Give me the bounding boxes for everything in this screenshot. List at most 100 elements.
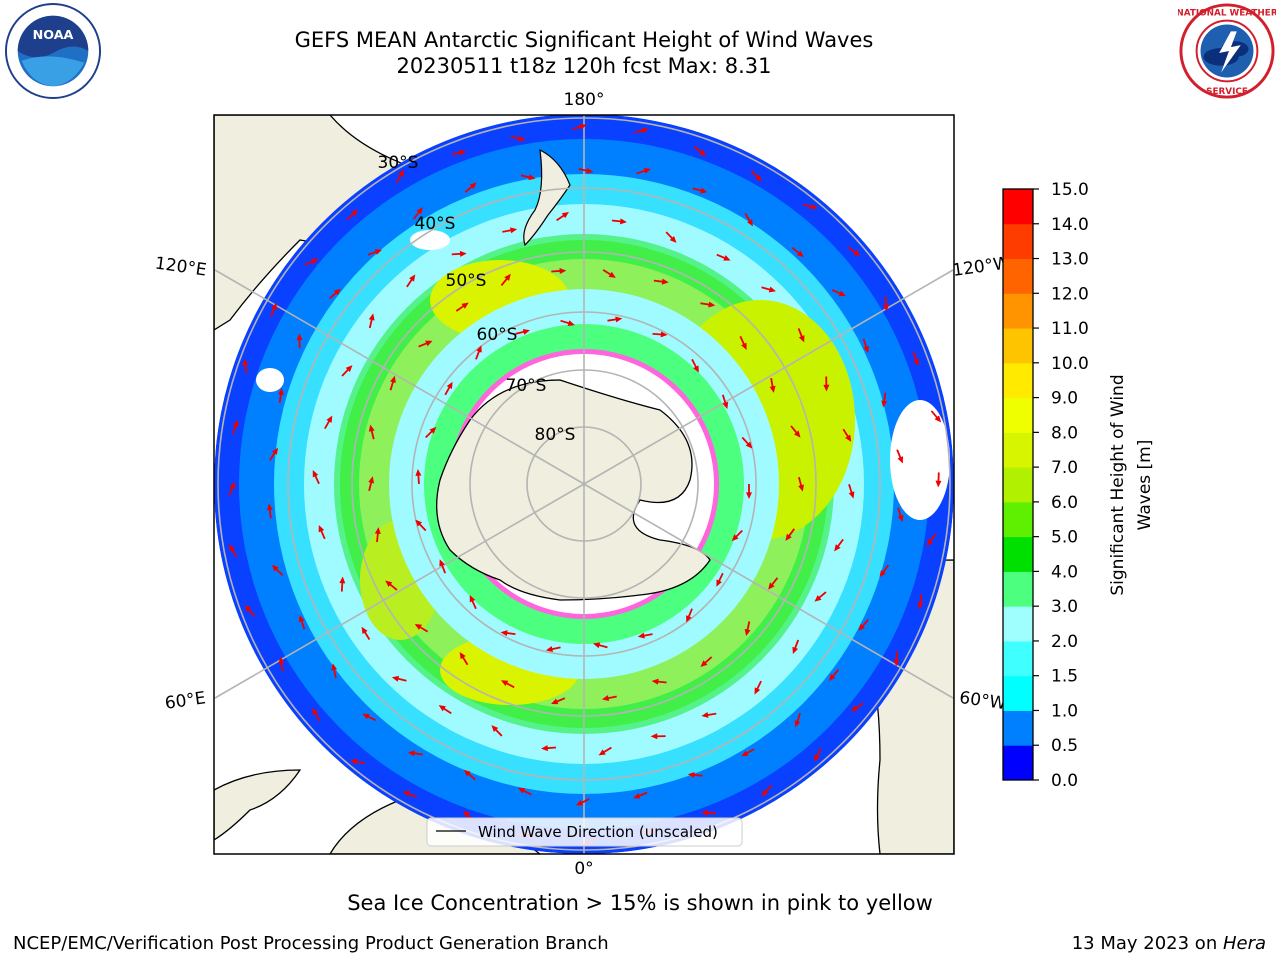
wave-direction-arrow <box>917 594 924 610</box>
colorbar-segment <box>1003 640 1033 677</box>
colorbar-segment <box>1003 293 1033 329</box>
wave-direction-arrow <box>455 302 469 312</box>
map-legend: Wind Wave Direction (unscaled) <box>426 817 743 847</box>
colorbar-segment <box>1003 223 1033 260</box>
wave-direction-arrow <box>598 746 612 756</box>
wave-direction-arrow <box>897 507 904 523</box>
wave-direction-arrow <box>794 712 801 728</box>
wave-direction-arrow <box>556 211 569 222</box>
wave-direction-arrow <box>439 559 447 574</box>
wave-direction-arrow <box>686 608 693 623</box>
colorbar-tick-label: 8.0 <box>1051 423 1078 443</box>
wave-direction-arrow <box>592 642 608 649</box>
colorbar <box>1003 189 1033 781</box>
wave-direction-arrow <box>761 784 773 797</box>
wave-direction-arrow <box>510 135 526 142</box>
wave-direction-arrow <box>414 623 429 633</box>
wave-direction-arrow <box>926 533 937 547</box>
wave-direction-arrow <box>716 253 731 261</box>
wave-direction-arrow <box>611 218 627 225</box>
wave-direction-arrow <box>790 425 801 438</box>
wave-direction-arrow <box>791 246 804 258</box>
wave-direction-arrow <box>402 791 417 798</box>
wave-direction-arrow <box>842 428 852 442</box>
colorbar-tick-label: 11.0 <box>1051 319 1089 339</box>
wave-direction-arrow <box>425 426 437 439</box>
wave-direction-arrow <box>266 503 273 519</box>
wave-direction-arrow <box>692 187 708 194</box>
wave-direction-arrow <box>520 174 536 181</box>
colorbar-label-line2: Waves [m] <box>1135 440 1155 531</box>
colorbar-tick-label: 0.0 <box>1051 771 1078 791</box>
wave-direction-arrow <box>277 388 284 404</box>
wave-direction-arrow <box>385 580 398 591</box>
wave-direction-arrow <box>761 286 776 293</box>
colorbar-segment <box>1003 397 1033 433</box>
wave-direction-arrow <box>834 538 844 552</box>
wave-direction-arrow <box>850 702 864 712</box>
wave-direction-arrow <box>792 639 800 655</box>
wave-direction-arrow <box>665 231 677 243</box>
wave-direction-arrow <box>828 669 840 682</box>
wave-direction-arrow <box>415 519 427 532</box>
wave-direction-arrow <box>651 678 667 685</box>
madagascar-land <box>214 769 302 841</box>
wave-direction-arrow <box>451 149 467 156</box>
wave-direction-arrow <box>304 258 319 266</box>
wave-direction-arrow <box>687 771 703 778</box>
wave-direction-arrow <box>883 296 890 312</box>
wave-direction-arrow <box>912 351 919 366</box>
wave-direction-arrow <box>368 313 375 329</box>
colorbar-tick-label: 0.5 <box>1051 736 1078 756</box>
colorbar-tick-label: 9.0 <box>1051 389 1078 409</box>
wave-direction-arrow <box>367 249 383 256</box>
wave-direction-arrow <box>739 336 747 351</box>
lon-label-120e: 120°E <box>154 254 208 281</box>
wave-direction-arrow <box>228 481 236 496</box>
colorbar-segment <box>1003 362 1033 399</box>
wave-direction-arrow <box>831 289 846 297</box>
wave-direction-arrow <box>459 651 469 666</box>
colorbar-segment <box>1003 606 1033 642</box>
wave-direction-arrow <box>750 170 762 182</box>
wave-direction-arrow <box>407 750 423 757</box>
colorbar-tick-label: 2.0 <box>1051 632 1078 652</box>
colorbar-segment <box>1003 258 1033 294</box>
wave-direction-arrow <box>438 705 452 715</box>
wave-direction-arrow <box>270 302 277 317</box>
colorbar-tick-label: 3.0 <box>1051 597 1078 617</box>
wave-direction-arrow <box>541 745 557 752</box>
wave-direction-arrow <box>469 595 477 610</box>
wave-direction-arrow <box>517 787 532 796</box>
wave-direction-arrow <box>785 528 796 541</box>
wave-direction-arrow <box>814 747 822 762</box>
wave-direction-arrow <box>406 274 416 288</box>
wave-direction-arrow <box>769 377 776 393</box>
wave-direction-arrow <box>744 621 751 637</box>
wave-direction-arrow <box>823 376 830 392</box>
wave-direction-arrow <box>269 447 279 461</box>
map-frame <box>213 114 955 855</box>
colorbar-segment <box>1003 745 1033 781</box>
wave-direction-arrow <box>744 212 753 227</box>
wave-direction-arrow <box>935 472 942 488</box>
wave-direction-arrow <box>693 145 707 157</box>
wave-direction-arrow <box>368 476 375 492</box>
wave-direction-arrow <box>893 651 900 667</box>
wave-direction-arrow <box>278 656 285 672</box>
chart-title: GEFS MEAN Antarctic Significant Height o… <box>294 28 874 52</box>
wave-direction-arrow <box>463 769 476 781</box>
wave-direction-arrow <box>601 695 617 702</box>
lat-label-70s: 70°S <box>506 376 547 396</box>
colorbar-segment <box>1003 328 1033 364</box>
credit-branch: NCEP/EMC/Verification Post Processing Pr… <box>13 933 609 954</box>
colorbar-segment <box>1003 675 1033 711</box>
wave-direction-arrow <box>339 576 346 592</box>
wave-direction-arrow <box>418 340 433 348</box>
colorbar-segment <box>1003 710 1033 746</box>
colorbar-frame <box>1002 188 1034 781</box>
wave-direction-arrow <box>491 725 503 737</box>
colorbar-tick-label: 14.0 <box>1051 215 1089 235</box>
colorbar-tick-label: 12.0 <box>1051 284 1089 304</box>
